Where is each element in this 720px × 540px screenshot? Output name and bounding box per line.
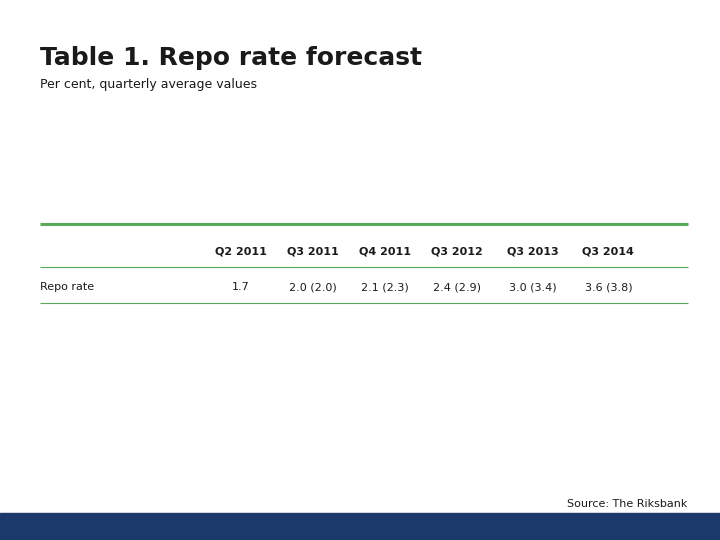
- Text: 1.7: 1.7: [233, 282, 250, 292]
- Text: Repo rate: Repo rate: [40, 282, 94, 292]
- Text: Per cent, quarterly average values: Per cent, quarterly average values: [40, 78, 256, 91]
- Text: 2.1 (2.3): 2.1 (2.3): [361, 282, 409, 292]
- Text: Q4 2011: Q4 2011: [359, 246, 411, 256]
- Text: SVERIGES
RIKSBANK: SVERIGES RIKSBANK: [644, 78, 681, 90]
- Text: Q3 2012: Q3 2012: [431, 246, 483, 256]
- Text: Q2 2011: Q2 2011: [215, 246, 267, 256]
- Text: Q3 2014: Q3 2014: [582, 246, 634, 256]
- Text: 2.4 (2.9): 2.4 (2.9): [433, 282, 481, 292]
- Bar: [0, 513, 720, 540]
- Text: Q3 2013: Q3 2013: [507, 246, 559, 256]
- Text: Q3 2011: Q3 2011: [287, 246, 339, 256]
- Text: 3.6 (3.8): 3.6 (3.8): [585, 282, 632, 292]
- Text: 3.0 (3.4): 3.0 (3.4): [509, 282, 557, 292]
- Text: 2.0 (2.0): 2.0 (2.0): [289, 282, 337, 292]
- Text: Source: The Riksbank: Source: The Riksbank: [567, 498, 688, 509]
- Text: Table 1. Repo rate forecast: Table 1. Repo rate forecast: [40, 46, 422, 70]
